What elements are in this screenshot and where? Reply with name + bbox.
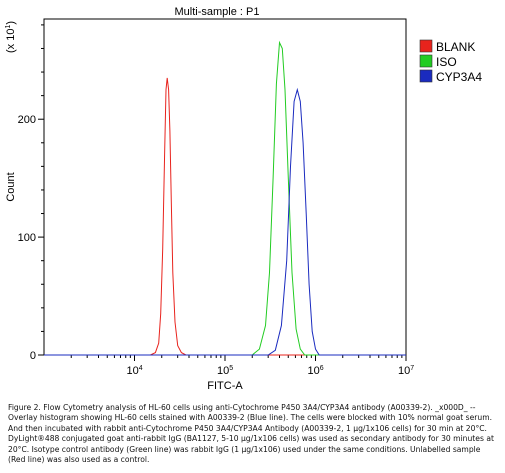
y-tick-label: 0 (30, 350, 36, 362)
y-multiplier-exp: 1 (5, 25, 12, 29)
series-line-blank (44, 77, 406, 356)
ticks-layer: 104 105 106 107 0 100 200 (18, 24, 414, 377)
series-layer (44, 40, 406, 356)
chart-title: Multi-sample : P1 (175, 6, 260, 18)
x-tick-label: 105 (217, 365, 233, 377)
legend-label-blank: BLANK (436, 40, 475, 54)
x-axis-label: FITC-A (207, 380, 243, 392)
plot-frame (43, 18, 407, 356)
legend-label-cyp3a4: CYP3A4 (436, 70, 482, 84)
x-tick-label: 107 (398, 365, 414, 377)
y-tick-label: 200 (18, 114, 36, 126)
series-line-iso (44, 40, 406, 356)
series-line-cyp3a4 (44, 87, 406, 356)
figure-caption: Figure 2. Flow Cytometry analysis of HL-… (8, 403, 494, 465)
y-multiplier-base: (x 10 (5, 29, 17, 53)
legend-swatch-blank (419, 39, 433, 53)
y-tick-label: 100 (18, 232, 36, 244)
x-tick-label: 104 (127, 365, 143, 377)
legend-swatch-iso (419, 54, 433, 68)
legend-label-iso: ISO (436, 55, 457, 69)
y-axis-label: Count (5, 172, 17, 201)
flow-cytometry-histogram: Multi-sample : P1 (x 101) Count FITC-A 1… (5, 6, 482, 392)
x-tick-label: 106 (308, 365, 324, 377)
legend-swatch-cyp3a4 (419, 69, 433, 83)
y-multiplier-label: (x 101) (5, 21, 17, 53)
